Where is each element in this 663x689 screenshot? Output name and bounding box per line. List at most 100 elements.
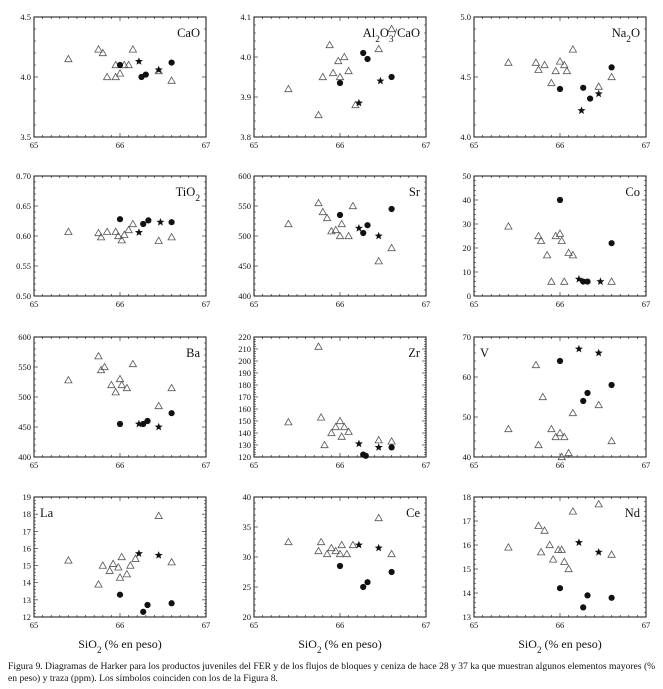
triangle-marker bbox=[542, 250, 552, 259]
triangle-marker bbox=[333, 56, 343, 65]
y-tick-label: 450 bbox=[238, 261, 251, 271]
star-marker bbox=[354, 540, 363, 549]
triangle-marker bbox=[64, 227, 73, 235]
star-marker bbox=[134, 549, 143, 557]
panel-nao: 65 66 67 4.0 4.5 5.0 Na2O bbox=[460, 12, 650, 150]
triangle-marker bbox=[115, 374, 125, 383]
triangle-marker bbox=[284, 219, 293, 228]
triangle-marker bbox=[117, 380, 127, 389]
triangle-marker bbox=[94, 580, 103, 588]
star-marker bbox=[574, 344, 583, 353]
triangle-marker bbox=[328, 68, 338, 77]
panel-zr: 65 66 67 120 130 140 150 160 170 180 190 200 210 220 Z… bbox=[238, 332, 430, 470]
plot-frame bbox=[33, 336, 207, 458]
triangle-marker bbox=[111, 227, 120, 235]
triangle-marker bbox=[504, 424, 513, 433]
triangle-marker bbox=[594, 499, 603, 508]
y-tick-label: 14 bbox=[23, 578, 32, 588]
triangle-marker bbox=[113, 562, 123, 571]
circle-marker bbox=[388, 444, 395, 451]
panel-label: La bbox=[40, 506, 54, 520]
triangle-marker bbox=[335, 549, 345, 558]
x-tick-label: 65 bbox=[470, 140, 479, 150]
triangle-marker bbox=[314, 110, 323, 119]
triangle-marker bbox=[167, 76, 176, 84]
circle-marker bbox=[168, 410, 175, 417]
triangle-marker bbox=[322, 213, 332, 222]
circle-marker bbox=[168, 59, 175, 66]
x-tick-label: 66 bbox=[116, 620, 125, 630]
triangle-marker bbox=[113, 231, 123, 240]
triangle-marker bbox=[284, 537, 293, 546]
circle-marker bbox=[362, 452, 369, 459]
circle-marker bbox=[584, 592, 591, 599]
x-tick-label: 67 bbox=[422, 299, 431, 309]
circle-marker bbox=[608, 594, 615, 601]
y-tick-label: 400 bbox=[238, 291, 251, 301]
triangle-marker bbox=[387, 549, 396, 558]
panel-label: Sr bbox=[409, 185, 421, 199]
triangle-marker bbox=[128, 359, 138, 368]
y-tick-label: 17 bbox=[463, 516, 472, 526]
circle-marker bbox=[388, 205, 395, 213]
triangle-marker bbox=[387, 24, 396, 33]
x-tick-label: 66 bbox=[116, 140, 125, 150]
star-marker bbox=[596, 277, 605, 285]
panel-label: Co bbox=[625, 185, 640, 199]
triangle-marker bbox=[564, 564, 573, 573]
x-tick-label: 65 bbox=[470, 299, 479, 309]
circle-marker bbox=[116, 216, 124, 223]
triangle-marker bbox=[568, 506, 578, 515]
circle-marker bbox=[580, 278, 587, 285]
triangle-marker bbox=[331, 422, 340, 431]
x-tick-label: 65 bbox=[250, 620, 259, 630]
circle-marker bbox=[116, 61, 124, 69]
triangle-marker bbox=[96, 232, 106, 241]
y-tick-label: 13 bbox=[23, 595, 32, 605]
x-tick-label: 65 bbox=[30, 140, 39, 150]
triangle-marker bbox=[167, 383, 176, 392]
y-tick-label: 500 bbox=[238, 231, 251, 241]
circle-marker bbox=[608, 240, 615, 247]
circle-marker bbox=[145, 217, 152, 224]
circle-marker bbox=[580, 84, 587, 91]
circle-marker bbox=[336, 211, 344, 219]
triangle-marker bbox=[534, 65, 543, 73]
y-tick-label: 160 bbox=[238, 404, 251, 414]
x-tick-label: 67 bbox=[202, 460, 211, 470]
circle-marker bbox=[556, 85, 564, 93]
star-marker bbox=[154, 422, 163, 431]
triangle-marker bbox=[374, 44, 383, 53]
circle-marker bbox=[140, 220, 147, 228]
triangle-marker bbox=[548, 554, 558, 563]
triangle-marker bbox=[167, 232, 176, 241]
x-tick-label: 65 bbox=[470, 460, 479, 470]
triangle-marker bbox=[534, 440, 543, 449]
y-tick-label: 30 bbox=[243, 552, 252, 562]
triangle-marker bbox=[551, 231, 560, 240]
triangle-marker bbox=[564, 448, 573, 457]
circle-marker bbox=[360, 583, 367, 591]
triangle-marker bbox=[335, 231, 345, 240]
triangle-marker bbox=[534, 231, 543, 240]
triangle-marker bbox=[551, 66, 560, 75]
triangle-marker bbox=[314, 198, 323, 207]
circle-marker bbox=[360, 229, 367, 237]
triangle-marker bbox=[337, 540, 347, 549]
x-tick-label: 67 bbox=[422, 140, 431, 150]
x-axis-label: SiO2 (% en peso) bbox=[518, 637, 602, 655]
circle-marker bbox=[364, 579, 371, 586]
circle-marker bbox=[116, 591, 124, 598]
y-tick-label: 150 bbox=[238, 416, 251, 426]
x-tick-label: 67 bbox=[642, 460, 651, 470]
panel-label: Ce bbox=[406, 506, 420, 520]
y-tick-label: 550 bbox=[238, 201, 251, 211]
triangle-marker bbox=[115, 573, 125, 581]
y-tick-label: 0.70 bbox=[16, 171, 31, 181]
star-marker bbox=[594, 89, 603, 98]
star-marker bbox=[374, 231, 383, 240]
y-tick-label: 120 bbox=[238, 452, 251, 462]
triangle-marker bbox=[325, 40, 334, 49]
y-tick-label: 15 bbox=[23, 561, 32, 571]
star-marker bbox=[354, 98, 363, 107]
